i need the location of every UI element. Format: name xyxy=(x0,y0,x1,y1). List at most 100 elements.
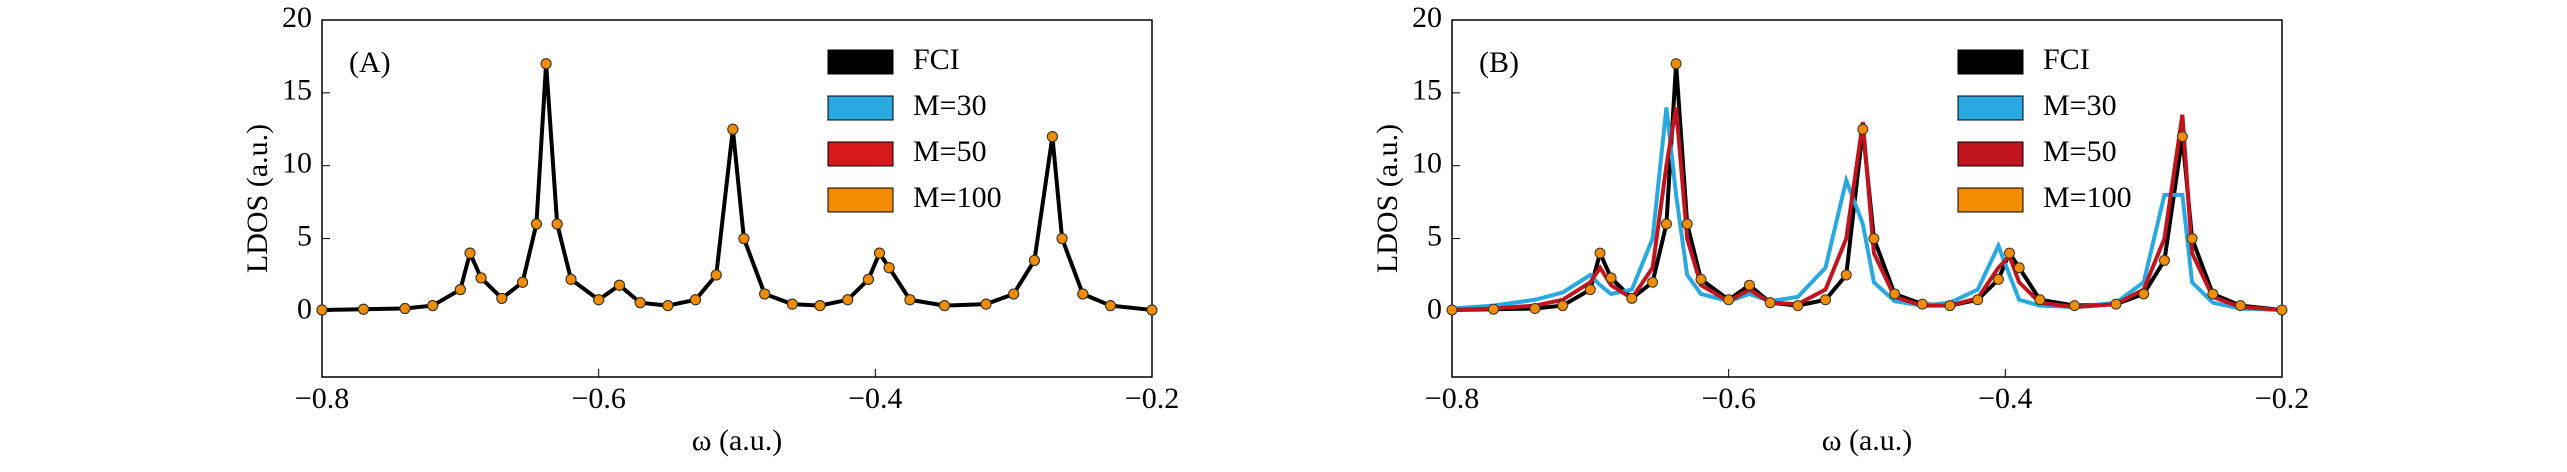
series-marker xyxy=(710,269,722,281)
series-marker xyxy=(1764,297,1776,309)
series-marker xyxy=(873,247,885,259)
legend-swatch xyxy=(1957,141,2024,167)
series-marker xyxy=(1868,233,1880,245)
y-tick-label: 15 xyxy=(1412,74,1442,107)
series-marker xyxy=(1105,300,1116,312)
series-marker xyxy=(1857,123,1869,135)
series-marker xyxy=(475,272,487,284)
series-marker xyxy=(1046,131,1058,143)
series-marker xyxy=(1992,273,2004,285)
series-marker xyxy=(786,298,798,310)
series-marker xyxy=(540,58,552,70)
series-marker xyxy=(517,276,529,288)
series-marker xyxy=(1670,58,1682,70)
y-tick-label: 15 xyxy=(282,74,312,107)
series-marker xyxy=(593,294,605,306)
y-axis-label: LDOS (a.u.) xyxy=(1371,124,1404,273)
series-line xyxy=(321,63,1153,312)
series-marker xyxy=(738,233,750,245)
series-marker xyxy=(2176,131,2188,143)
series-marker xyxy=(2235,300,2246,312)
series-marker xyxy=(565,273,577,285)
series-marker xyxy=(1077,288,1089,300)
series-marker xyxy=(1488,303,1499,315)
series-line xyxy=(1451,107,2283,312)
legend-swatch xyxy=(827,95,894,121)
series-marker xyxy=(1647,276,1659,288)
series-marker xyxy=(2069,300,2080,312)
series-marker xyxy=(1944,300,1956,312)
legend-label: FCI xyxy=(913,43,960,76)
series-marker xyxy=(530,218,542,230)
legend-swatch xyxy=(1957,95,2024,121)
x-axis-label: ω (a.u.) xyxy=(1822,424,1913,457)
series-marker xyxy=(454,284,466,296)
series-line xyxy=(1451,107,2283,312)
series-marker xyxy=(427,300,439,312)
series-marker xyxy=(464,247,476,259)
x-tick-label: −0.8 xyxy=(295,382,349,415)
series-marker xyxy=(2003,247,2015,259)
series-marker xyxy=(842,294,854,306)
series-marker xyxy=(496,292,508,304)
series-marker xyxy=(759,288,771,300)
series-marker xyxy=(613,279,625,291)
series-marker xyxy=(358,303,369,315)
y-tick-label: 10 xyxy=(1412,147,1442,180)
y-tick-label: 0 xyxy=(297,292,312,325)
legend-label: M=30 xyxy=(2043,89,2117,122)
series-marker xyxy=(551,218,563,230)
series-marker xyxy=(399,303,411,315)
series-marker xyxy=(1594,247,1606,259)
series-marker xyxy=(1916,298,1928,310)
panel-label: (A) xyxy=(349,46,391,79)
series-marker xyxy=(690,294,701,306)
x-tick-label: −0.6 xyxy=(1701,382,1755,415)
legend-label: M=100 xyxy=(2043,181,2132,214)
legend-label: M=50 xyxy=(913,135,987,168)
series-marker xyxy=(1446,304,1458,316)
y-tick-label: 0 xyxy=(1427,292,1442,325)
series-marker xyxy=(1681,218,1693,230)
legend-label: M=100 xyxy=(913,181,1002,214)
y-axis-label: LDOS (a.u.) xyxy=(241,124,274,273)
x-tick-label: −0.6 xyxy=(571,382,625,415)
x-axis-label: ω (a.u.) xyxy=(692,424,783,457)
series-marker xyxy=(662,300,674,312)
y-tick-label: 20 xyxy=(1412,1,1442,34)
series-marker xyxy=(1626,292,1638,304)
series-marker xyxy=(316,304,328,316)
series-marker xyxy=(1695,273,1707,285)
series-marker xyxy=(1028,254,1040,266)
plot-frame xyxy=(1451,19,2283,378)
legend-label: M=30 xyxy=(913,89,987,122)
y-tick-label: 5 xyxy=(1427,219,1442,252)
series-marker xyxy=(1889,288,1901,300)
series-marker xyxy=(1840,269,1852,281)
series-marker xyxy=(1723,294,1735,306)
legend-swatch xyxy=(827,187,894,213)
legend-swatch xyxy=(827,141,894,167)
series-marker xyxy=(1660,218,1672,230)
series-marker xyxy=(2158,254,2170,266)
series-marker xyxy=(2276,304,2288,316)
series-marker xyxy=(2186,233,2198,245)
series-marker xyxy=(1557,300,1569,312)
y-tick-label: 5 xyxy=(297,219,312,252)
legend-swatch xyxy=(1957,49,2024,75)
legend-label: FCI xyxy=(2043,43,2090,76)
series-marker xyxy=(1146,304,1158,316)
series-marker xyxy=(2110,298,2122,310)
plot-frame xyxy=(321,19,1153,378)
x-tick-label: −0.4 xyxy=(848,382,902,415)
series-marker xyxy=(2034,294,2046,306)
series-marker xyxy=(2013,262,2025,274)
series-marker xyxy=(727,123,739,135)
series-marker xyxy=(2138,288,2150,300)
legend-label: M=50 xyxy=(2043,135,2117,168)
series-marker xyxy=(1792,300,1804,312)
y-tick-label: 10 xyxy=(282,147,312,180)
series-marker xyxy=(980,298,992,310)
legend-swatch xyxy=(827,49,894,75)
